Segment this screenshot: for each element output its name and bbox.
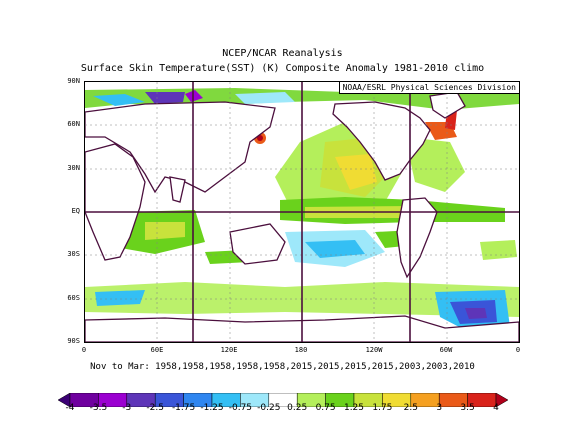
lon-label-0: 0 (81, 346, 87, 354)
map-title: NCEP/NCAR Reanalysis (222, 48, 343, 59)
colorbar-label: 0.75 (315, 403, 336, 413)
colorbar-label: 1.75 (372, 403, 393, 413)
colorbar (58, 393, 508, 407)
colorbar-label: -1.75 (171, 403, 196, 413)
lon-label-0-right: 0 (515, 346, 521, 354)
colorbar-label: 3 (436, 403, 443, 413)
colorbar-label: 0.25 (287, 403, 308, 413)
colorbar-label: -3.5 (89, 403, 108, 413)
lon-label-60e: 60E (150, 346, 164, 354)
lon-label-120w: 120W (365, 346, 383, 354)
composite-description: Nov to Mar: 1958,1958,1958,1958,1958,201… (90, 362, 475, 372)
credit-box: NOAA/ESRL Physical Sciences Division (338, 82, 519, 94)
lat-label-90n: 90N (67, 77, 80, 85)
lat-label-30n: 30N (67, 164, 80, 172)
lat-label-30s: 30S (67, 250, 80, 258)
lat-label-60s: 60S (67, 294, 80, 302)
colorbar-label: 4 (493, 403, 499, 413)
lon-label-120e: 120E (220, 346, 238, 354)
lat-label-60n: 60N (67, 120, 80, 128)
colorbar-label: -4 (65, 403, 75, 413)
colorbar-label: -2.5 (146, 403, 164, 413)
lon-label-60w: 60W (439, 346, 453, 354)
colorbar-label: 1.25 (343, 403, 365, 413)
lat-label-90s: 90S (67, 337, 80, 345)
colorbar-label: -3 (122, 403, 132, 413)
anomaly-map: NOAA/ESRL Physical Sciences Division (84, 81, 520, 343)
anomaly-map-svg (85, 82, 519, 342)
colorbar-right-arrow (495, 393, 508, 407)
colorbar-label: -1.25 (200, 403, 224, 413)
colorbar-label: 3.5 (460, 403, 475, 413)
lat-label-eq: EQ (71, 207, 80, 215)
colorbar-label: -0.75 (228, 403, 253, 413)
map-subtitle: Surface Skin Temperature(SST) (K) Compos… (80, 63, 485, 74)
colorbar-label: -0.25 (257, 403, 281, 413)
lon-label-180: 180 (294, 346, 308, 354)
reference-lines (85, 82, 519, 342)
colorbar-label: 2.5 (403, 403, 418, 413)
